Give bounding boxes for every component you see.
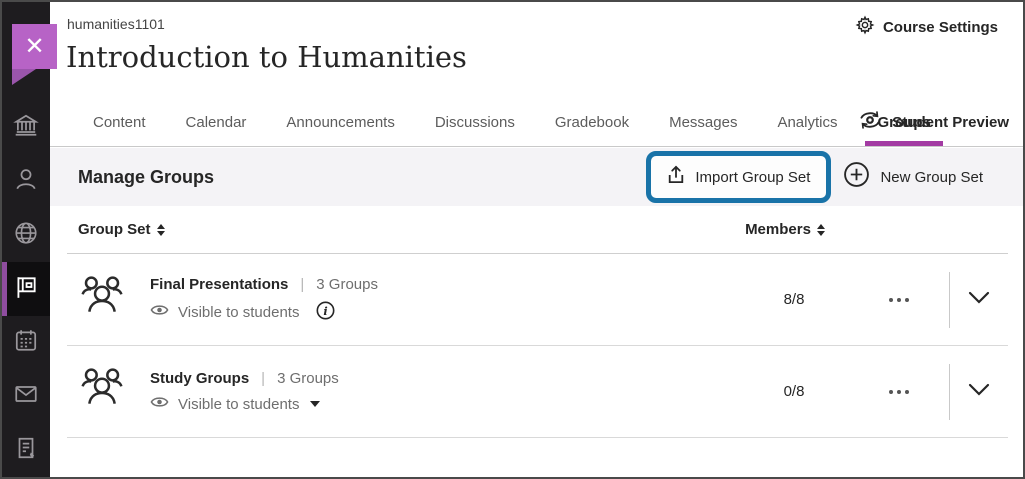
group-people-icon [78,271,126,328]
sidebar-item-courses[interactable] [2,262,50,316]
table-header-row: Group Set Members [67,206,1008,254]
visibility-label: Visible to students [178,303,300,321]
chevron-down-icon [310,401,321,407]
new-group-set-button[interactable]: New Group Set [843,161,983,193]
new-group-set-label: New Group Set [880,168,983,186]
course-settings-button[interactable]: Course Settings [855,15,998,40]
course-header: humanities1101 Introduction to Humanitie… [50,2,1023,98]
sidebar-item-messages[interactable] [2,370,50,424]
members-count: 0/8 [783,383,805,400]
calendar-icon [13,327,39,358]
tab-messages[interactable]: Messages [669,113,738,131]
course-settings-label: Course Settings [882,19,998,36]
more-options-button[interactable] [883,384,915,400]
group-count: 3 Groups [316,275,378,293]
tab-content[interactable]: Content [93,113,146,131]
expand-chevron-down-icon[interactable] [964,287,994,313]
expand-chevron-down-icon[interactable] [964,379,994,405]
group-count: 3 Groups [277,370,339,387]
close-ribbon-tail [12,69,36,85]
row-divider [949,363,950,420]
svg-text:i: i [324,303,328,317]
group-set-name[interactable]: Final Presentations [150,275,289,293]
upload-icon [667,165,685,189]
sidebar-item-profile[interactable] [2,155,50,209]
visibility-dropdown[interactable]: Visible to students [150,395,339,413]
import-group-set-label: Import Group Set [695,168,811,186]
sidebar-item-calendar[interactable] [2,316,50,370]
tab-calendar[interactable]: Calendar [185,113,247,131]
group-set-cell: Final Presentations | 3 Groups Visible t… [78,271,739,328]
sidebar-item-institution[interactable] [2,101,50,155]
manage-groups-bar: Manage Groups Import Group Set New Group… [50,148,1023,206]
visibility-label: Visible to students [178,395,300,413]
plus-circle-icon [843,161,870,193]
info-icon[interactable]: i [316,301,335,324]
tab-announcements[interactable]: Announcements [286,113,395,131]
visibility-control[interactable]: Visible to students i [150,301,378,324]
tab-analytics[interactable]: Analytics [777,113,838,131]
group-sets-table: Group Set Members [50,206,1023,477]
student-preview-label: Student Preview [892,113,1009,131]
group-people-icon [78,363,126,420]
gear-icon [855,15,875,40]
row-divider [949,271,950,328]
page-title: Introduction to Humanities [66,40,467,74]
sidebar-item-grades[interactable] [2,423,50,477]
manage-actions: Import Group Set New Group Set [646,151,1023,203]
courses-icon [13,274,39,305]
student-preview-icon [857,109,883,136]
table-row: Study Groups | 3 Groups Visible to stude… [67,346,1008,438]
group-set-name[interactable]: Study Groups [150,370,250,387]
more-options-button[interactable] [883,292,915,308]
table-row: Final Presentations | 3 Groups Visible t… [67,254,1008,346]
column-header-group-set[interactable]: Group Set [78,221,730,238]
sidebar-item-organizations[interactable] [2,208,50,262]
globe-icon [13,220,39,251]
course-tab-bar: Content Calendar Announcements Discussio… [50,98,1023,147]
student-preview-button[interactable]: Student Preview [857,98,1009,146]
eye-icon [150,395,169,413]
manage-groups-title: Manage Groups [78,166,215,187]
envelope-icon [13,381,39,412]
sort-icon [156,223,165,236]
members-count: 8/8 [783,291,805,308]
eye-icon [150,303,169,321]
divider: | [261,370,266,387]
close-course-button[interactable]: ✕ [12,24,57,69]
tab-discussions[interactable]: Discussions [434,113,515,131]
import-group-set-button[interactable]: Import Group Set [646,151,832,203]
divider: | [300,275,305,293]
profile-icon [13,166,39,197]
column-header-members[interactable]: Members [730,221,840,238]
group-set-cell: Study Groups | 3 Groups Visible to stude… [78,363,739,420]
course-id: humanities1101 [67,16,165,32]
institution-icon [13,112,39,143]
grades-icon [13,435,39,466]
tab-groups[interactable]: Groups [865,98,944,146]
tab-gradebook[interactable]: Gradebook [554,113,630,131]
sort-icon [816,223,825,236]
close-icon: ✕ [24,32,45,60]
